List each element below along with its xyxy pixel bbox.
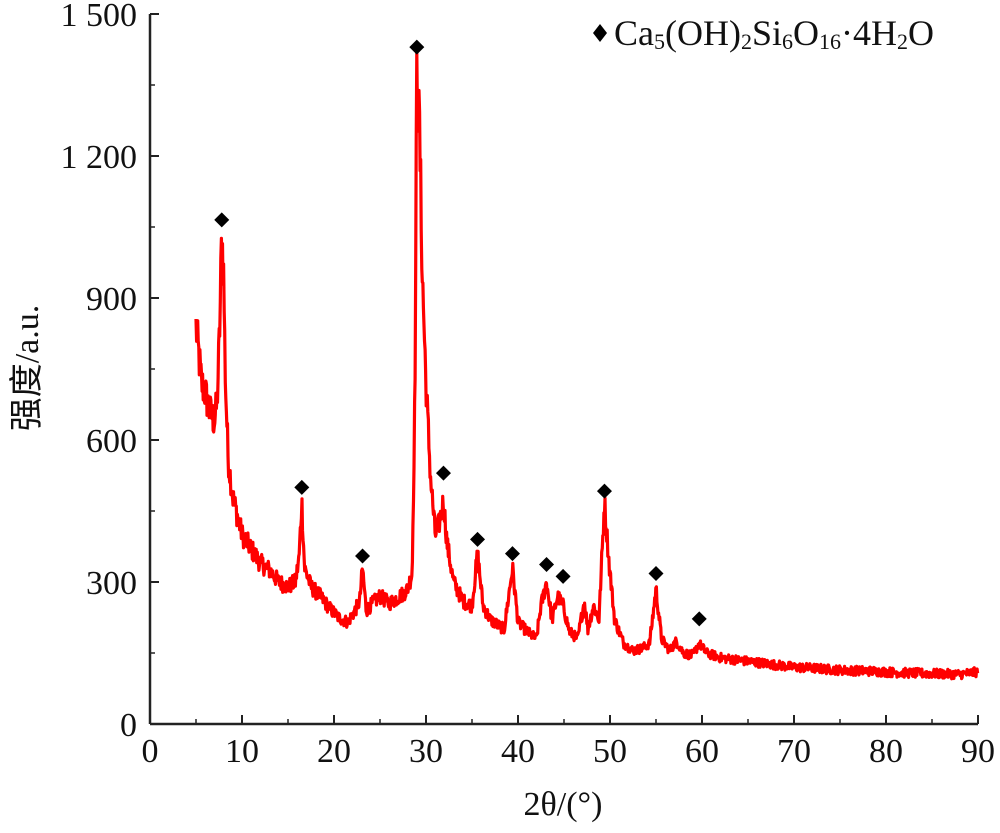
peak-marker-10	[648, 565, 664, 581]
peak-marker-1	[294, 479, 310, 495]
peak-marker-6	[504, 546, 520, 562]
peak-marker-7	[539, 556, 555, 572]
peak-marker-3	[409, 39, 425, 55]
legend-label: Ca5(OH)2Si6O16·4H2O	[614, 13, 934, 54]
x-tick-label: 80	[869, 733, 903, 770]
x-axis-title: 2θ/(°)	[524, 786, 603, 823]
x-tick-label: 0	[142, 733, 159, 770]
x-tick-label: 30	[409, 733, 443, 770]
y-tick-label: 0	[120, 707, 137, 744]
x-tick-label: 40	[501, 733, 535, 770]
legend: Ca5(OH)2Si6O16·4H2O	[593, 13, 934, 54]
x-tick-label: 50	[593, 733, 627, 770]
peak-markers	[214, 39, 707, 627]
y-axis-title: 强度/a.u.	[8, 305, 46, 432]
y-tick-label: 300	[86, 565, 137, 602]
series-line-0	[194, 50, 980, 681]
peak-marker-9	[596, 483, 612, 499]
x-ticks: 0 10 20 30 40 50 60 70 80 90	[142, 715, 995, 770]
peak-marker-8	[555, 568, 571, 584]
peak-marker-0	[214, 212, 230, 228]
y-tick-label: 900	[86, 281, 137, 318]
series-group	[194, 50, 980, 681]
x-tick-label: 70	[777, 733, 811, 770]
peak-marker-2	[355, 548, 371, 564]
y-tick-label: 1 200	[61, 139, 138, 176]
y-ticks: 0 300 600 900 1 200 1 500	[61, 0, 159, 744]
x-tick-label: 60	[685, 733, 719, 770]
peak-marker-4	[435, 465, 451, 481]
x-tick-label: 10	[225, 733, 259, 770]
peak-marker-11	[691, 611, 707, 627]
y-tick-label: 600	[86, 423, 137, 460]
x-tick-label: 20	[317, 733, 351, 770]
x-tick-label: 90	[961, 733, 995, 770]
peak-marker-5	[470, 531, 486, 547]
y-tick-label: 1 500	[61, 0, 138, 34]
legend-diamond-icon	[593, 24, 607, 42]
